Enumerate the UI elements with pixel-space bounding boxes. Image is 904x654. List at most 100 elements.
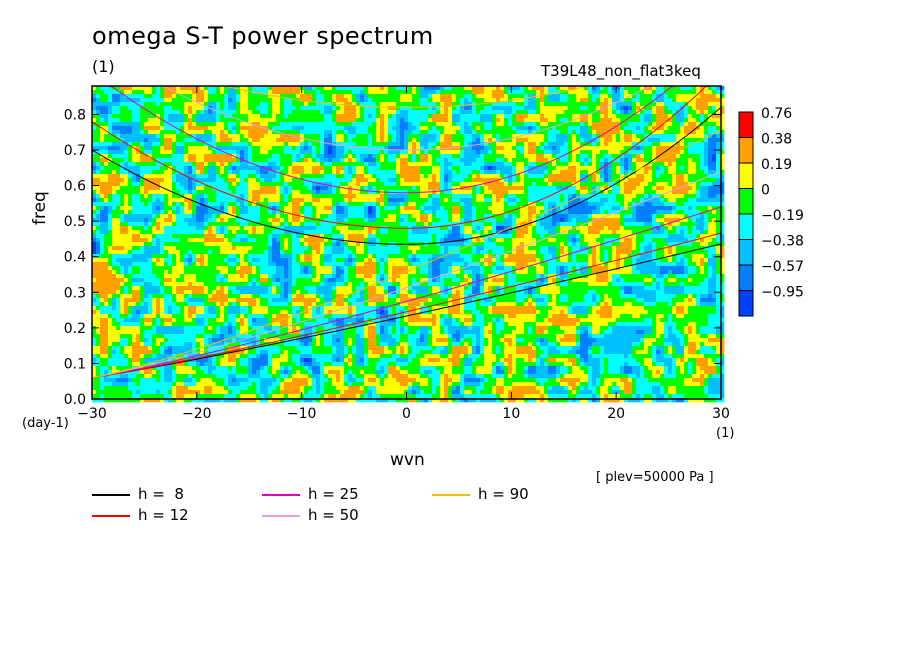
field-cell — [356, 210, 361, 215]
field-cell — [440, 130, 445, 135]
field-cell — [612, 142, 617, 147]
field-cell — [556, 182, 561, 187]
field-cell — [544, 150, 549, 155]
field-cell — [200, 130, 205, 135]
field-cell — [256, 198, 261, 203]
field-cell — [524, 206, 529, 211]
field-cell — [260, 162, 265, 167]
field-cell — [612, 194, 617, 199]
field-cell — [208, 98, 213, 103]
field-cell — [580, 166, 585, 171]
field-cell — [404, 162, 409, 167]
field-cell — [632, 162, 637, 167]
field-cell — [600, 186, 605, 191]
field-cell — [656, 142, 661, 147]
field-cell — [376, 202, 381, 207]
field-cell — [516, 162, 521, 167]
field-cell — [268, 202, 273, 207]
field-cell — [508, 118, 513, 123]
field-cell — [592, 166, 597, 171]
field-cell — [412, 86, 417, 91]
field-cell — [232, 182, 237, 187]
field-cell — [464, 126, 469, 131]
field-cell — [608, 146, 613, 151]
field-cell — [572, 194, 577, 199]
field-cell — [336, 154, 341, 159]
field-cell — [136, 182, 141, 187]
field-cell — [528, 186, 533, 191]
field-cell — [716, 122, 721, 127]
field-cell — [340, 198, 345, 203]
field-cell — [620, 174, 625, 179]
field-cell — [472, 202, 477, 207]
field-cell — [500, 186, 505, 191]
field-cell — [616, 198, 621, 203]
field-cell — [284, 194, 289, 199]
field-cell — [188, 202, 193, 207]
field-cell — [244, 122, 249, 127]
field-cell — [472, 106, 477, 111]
field-cell — [120, 206, 125, 211]
field-cell — [472, 162, 477, 167]
field-cell — [676, 122, 681, 127]
field-cell — [432, 90, 437, 95]
field-cell — [340, 114, 345, 119]
field-cell — [688, 150, 693, 155]
field-cell — [552, 98, 557, 103]
field-cell — [576, 158, 581, 163]
field-cell — [188, 90, 193, 95]
field-cell — [156, 122, 161, 127]
field-cell — [232, 210, 237, 215]
field-cell — [484, 86, 489, 91]
field-cell — [712, 146, 717, 151]
field-cell — [520, 150, 525, 155]
field-cell — [328, 206, 333, 211]
field-cell — [468, 130, 473, 135]
field-cell — [280, 122, 285, 127]
field-cell — [296, 150, 301, 155]
field-cell — [584, 202, 589, 207]
field-cell — [396, 122, 401, 127]
field-cell — [236, 90, 241, 95]
field-cell — [164, 146, 169, 151]
field-cell — [204, 106, 209, 111]
field-cell — [272, 138, 277, 143]
field-cell — [156, 86, 161, 91]
field-cell — [344, 154, 349, 159]
field-cell — [476, 150, 481, 155]
field-cell — [272, 102, 277, 107]
field-cell — [392, 182, 397, 187]
field-cell — [324, 118, 329, 123]
field-cell — [428, 206, 433, 211]
field-cell — [712, 134, 717, 139]
field-cell — [484, 174, 489, 179]
field-cell — [408, 198, 413, 203]
field-cell — [564, 142, 569, 147]
field-cell — [632, 118, 637, 123]
field-cell — [464, 118, 469, 123]
field-cell — [464, 98, 469, 103]
field-cell — [328, 130, 333, 135]
field-cell — [340, 102, 345, 107]
field-cell — [164, 94, 169, 99]
field-cell — [216, 198, 221, 203]
field-cell — [680, 182, 685, 187]
field-cell — [660, 102, 665, 107]
field-cell — [284, 118, 289, 123]
field-cell — [696, 194, 701, 199]
field-cell — [116, 178, 121, 183]
field-cell — [236, 118, 241, 123]
field-cell — [524, 106, 529, 111]
field-cell — [440, 118, 445, 123]
field-cell — [116, 174, 121, 179]
field-cell — [120, 198, 125, 203]
field-cell — [420, 114, 425, 119]
field-cell — [644, 114, 649, 119]
field-cell — [156, 130, 161, 135]
field-cell — [140, 98, 145, 103]
field-cell — [168, 114, 173, 119]
field-cell — [504, 90, 509, 95]
field-cell — [240, 174, 245, 179]
field-cell — [96, 194, 101, 199]
field-cell — [564, 118, 569, 123]
